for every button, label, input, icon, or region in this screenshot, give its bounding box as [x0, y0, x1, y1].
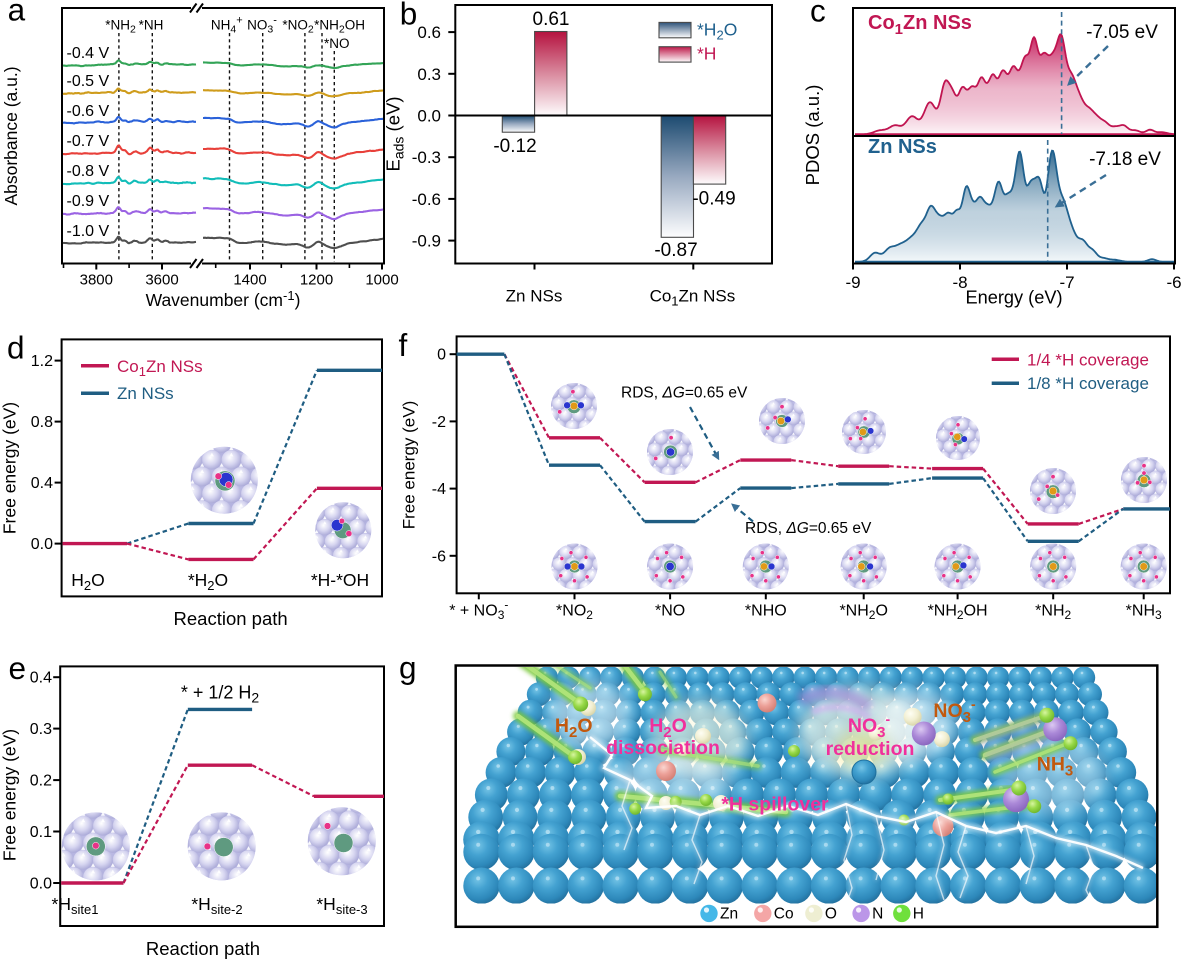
svg-text:1/8 *H coverage: 1/8 *H coverage: [1027, 374, 1149, 393]
svg-text:-2: -2: [432, 414, 446, 431]
svg-text:NO3-: NO3-: [247, 15, 277, 36]
svg-text:0.3: 0.3: [417, 65, 441, 84]
svg-text:0.61: 0.61: [533, 9, 570, 30]
svg-text:1400: 1400: [233, 272, 266, 289]
svg-text:RDS, ΔG=0.65 eV: RDS, ΔG=0.65 eV: [621, 385, 748, 402]
svg-text:0.0: 0.0: [30, 876, 52, 893]
svg-text:1.2: 1.2: [31, 353, 53, 370]
svg-text:*NH2: *NH2: [105, 18, 136, 36]
svg-text:*NO: *NO: [655, 603, 685, 620]
svg-text:*NH2OH: *NH2OH: [928, 603, 988, 623]
svg-text:1000: 1000: [365, 272, 398, 289]
svg-text:-0.9: -0.9: [412, 232, 441, 251]
svg-text:*H spillover: *H spillover: [721, 794, 829, 816]
svg-text:b: b: [400, 0, 418, 32]
svg-text:3800: 3800: [80, 272, 113, 289]
svg-text:*NO: *NO: [324, 36, 350, 51]
svg-text:Free energy (eV): Free energy (eV): [0, 402, 20, 534]
svg-text:0.4: 0.4: [30, 670, 52, 687]
svg-text:-0.3: -0.3: [412, 148, 441, 167]
svg-text:* + 1/2 H2: * + 1/2 H2: [181, 683, 260, 706]
svg-text:g: g: [399, 649, 417, 685]
svg-text:*NO2: *NO2: [556, 603, 593, 623]
svg-text:Zn NSs: Zn NSs: [117, 384, 174, 403]
svg-text:-0.6: -0.6: [412, 190, 441, 209]
svg-text:reduction: reduction: [826, 738, 915, 760]
svg-text:*NH: *NH: [139, 18, 164, 33]
svg-text:a: a: [8, 0, 26, 27]
svg-text:-7: -7: [1059, 273, 1074, 292]
svg-text:Co1Zn NSs: Co1Zn NSs: [650, 287, 736, 309]
svg-text:*NHO: *NHO: [745, 603, 787, 620]
svg-text:-0.7 V: -0.7 V: [67, 133, 110, 150]
svg-text:-0.87: -0.87: [654, 240, 697, 261]
svg-text:Co: Co: [774, 906, 794, 923]
svg-text:PDOS (a.u.): PDOS (a.u.): [802, 85, 823, 186]
svg-text:O: O: [825, 906, 837, 923]
svg-text:0.6: 0.6: [417, 23, 441, 42]
svg-text:*NO2: *NO2: [282, 18, 314, 36]
svg-text:0.0: 0.0: [31, 536, 53, 553]
svg-text:Reaction path: Reaction path: [174, 608, 288, 629]
svg-text:*NH2OH: *NH2OH: [314, 18, 365, 36]
svg-text:dissociation: dissociation: [606, 737, 720, 759]
svg-text:1/4 *H coverage: 1/4 *H coverage: [1027, 350, 1149, 369]
svg-text:0.8: 0.8: [31, 414, 53, 431]
svg-text:Eads (eV): Eads (eV): [383, 96, 407, 171]
svg-text:d: d: [7, 330, 25, 366]
svg-text:*H2O: *H2O: [188, 570, 228, 593]
svg-text:f: f: [399, 327, 408, 363]
svg-text:Absorbance (a.u.): Absorbance (a.u.): [1, 66, 21, 205]
svg-text:0.0: 0.0: [417, 107, 441, 126]
svg-text:c: c: [810, 0, 826, 29]
svg-text:1200: 1200: [300, 272, 333, 289]
svg-text:-0.9 V: -0.9 V: [67, 193, 110, 210]
svg-text:-0.8 V: -0.8 V: [67, 163, 110, 180]
svg-text:-6: -6: [1166, 273, 1181, 292]
svg-text:e: e: [9, 650, 27, 686]
svg-text:*NH3: *NH3: [1126, 603, 1162, 623]
svg-text:Co1Zn NSs: Co1Zn NSs: [868, 12, 972, 38]
svg-text:Reaction path: Reaction path: [146, 938, 260, 959]
svg-text:-0.49: -0.49: [692, 189, 735, 210]
svg-text:-7.18 eV: -7.18 eV: [1089, 149, 1161, 170]
svg-text:-8: -8: [952, 273, 967, 292]
svg-text:0.3: 0.3: [30, 721, 52, 738]
svg-text:0.4: 0.4: [31, 475, 53, 492]
svg-text:-0.5 V: -0.5 V: [67, 73, 110, 90]
svg-text:*H2O: *H2O: [697, 20, 737, 43]
svg-text:-0.6 V: -0.6 V: [67, 103, 110, 120]
svg-text:-1.0 V: -1.0 V: [67, 223, 110, 240]
svg-text:-7.05 eV: -7.05 eV: [1086, 22, 1158, 43]
svg-text:Wavenumber (cm-1): Wavenumber (cm-1): [146, 288, 301, 310]
svg-text:-4: -4: [432, 481, 446, 498]
svg-text:N: N: [872, 906, 883, 923]
svg-text:Zn NSs: Zn NSs: [868, 136, 937, 158]
svg-text:Zn: Zn: [720, 906, 738, 923]
svg-text:*NH2O: *NH2O: [839, 603, 887, 623]
svg-text:Free energy (eV): Free energy (eV): [400, 401, 419, 530]
svg-text:*H: *H: [697, 44, 716, 64]
svg-text:-0.4 V: -0.4 V: [67, 45, 110, 62]
svg-text:0.2: 0.2: [30, 773, 52, 790]
svg-text:-9: -9: [845, 273, 860, 292]
svg-text:Free energy (eV): Free energy (eV): [0, 729, 20, 861]
svg-text:0: 0: [437, 347, 446, 364]
svg-text:0.1: 0.1: [30, 824, 52, 841]
svg-text:-6: -6: [432, 548, 446, 565]
svg-text:RDS, ΔG=0.65 eV: RDS, ΔG=0.65 eV: [745, 520, 872, 537]
svg-text:H2O: H2O: [71, 570, 105, 593]
svg-text:Zn NSs: Zn NSs: [506, 287, 563, 306]
svg-text:3600: 3600: [145, 272, 178, 289]
svg-text:*H-*OH: *H-*OH: [311, 570, 369, 590]
svg-text:Energy (eV): Energy (eV): [965, 288, 1062, 308]
svg-text:H: H: [913, 906, 924, 923]
svg-text:-0.12: -0.12: [493, 136, 536, 157]
svg-text:*NH2: *NH2: [1035, 603, 1071, 623]
svg-text:Co1Zn NSs: Co1Zn NSs: [117, 357, 203, 379]
